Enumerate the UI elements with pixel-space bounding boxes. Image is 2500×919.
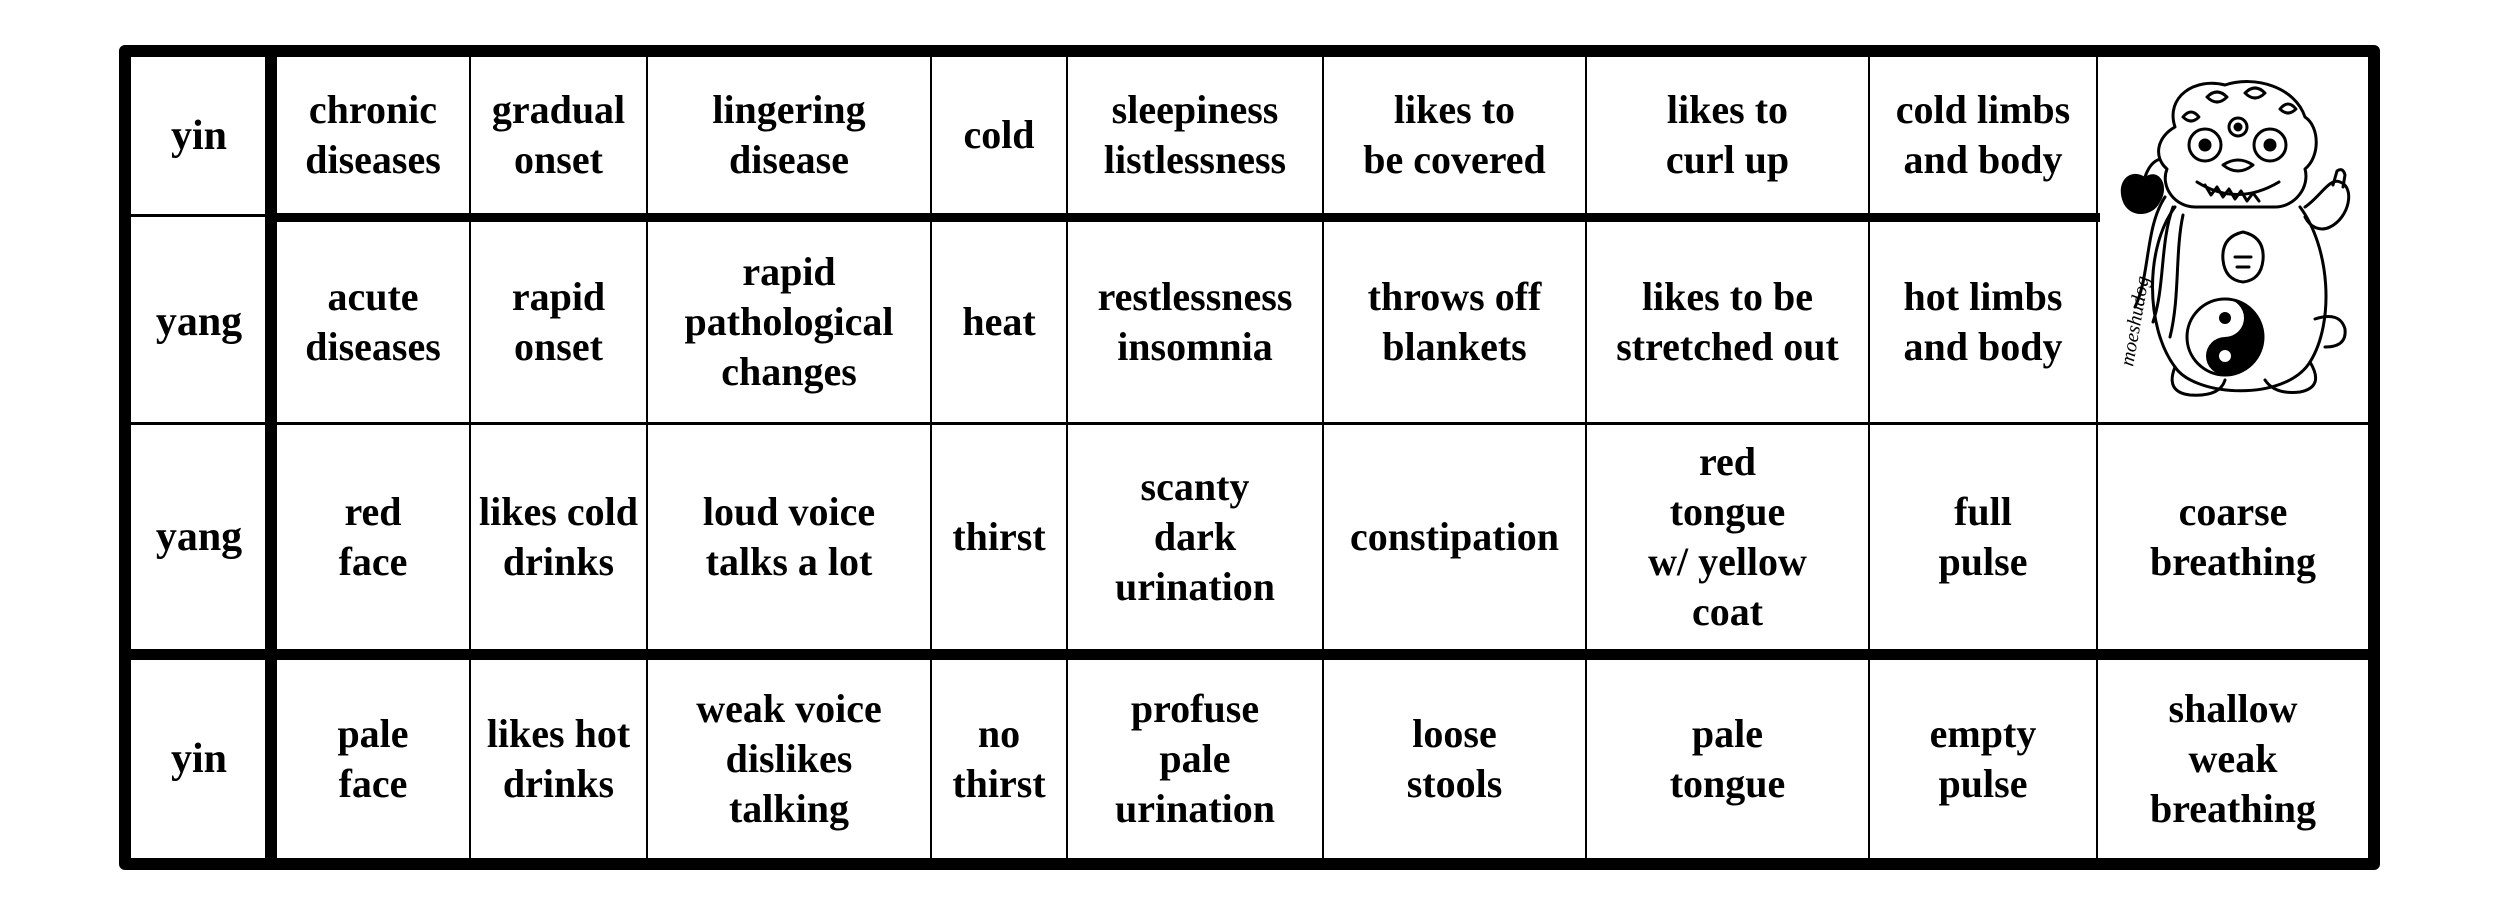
row-label-4: yin [170,736,228,782]
cell-r4-c5: profuse pale urination [1114,686,1276,831]
cell-r4-c9: shallow weak breathing [2150,686,2316,831]
col-divider-6 [1585,57,1587,858]
cell-r1-c6: likes to be covered [1363,87,1546,182]
cell-r3-c4: thirst [952,514,1046,559]
row-label-1: yin [170,112,228,159]
cell-r2-c7: likes to be stretched out [1616,274,1839,369]
cell-r2-c4: heat [962,299,1036,344]
cell-r1-c7: likes to curl up [1665,87,1790,182]
cell-r1-c4: cold [963,112,1035,157]
cell-r3-c1: red face [338,489,408,584]
col-divider-7 [1868,57,1870,858]
col-divider-4 [1066,57,1068,858]
cell-r4-c8: empty pulse [1929,711,2037,806]
cell-r3-c6: constipation [1350,514,1559,559]
cell-r3-c8: full pulse [1938,489,2028,584]
col-divider-3 [930,57,932,858]
cell-r4-c1: pale face [337,711,409,806]
row-label-3: yang [155,514,243,560]
cell-r1-c8: cold limbs and body [1895,87,2071,182]
cell-r3-c9: coarse breathing [2150,489,2316,584]
col-divider-1 [469,57,471,858]
cell-r3-c2: likes cold drinks [479,489,638,584]
row-divider-thin-2 [131,422,2368,425]
cell-r1-c5: sleepiness listlessness [1103,87,1287,182]
cell-r4-c2: likes hot drinks [486,711,631,806]
col-divider-5 [1322,57,1324,858]
row-divider-thick-3 [131,649,2368,660]
cell-r4-c4: no thirst [952,711,1046,806]
cell-r1-c1: chronic diseases [305,87,441,182]
label-column-divider [265,57,277,858]
cell-r3-c5: scanty dark urination [1114,464,1276,609]
cell-r2-c5: restlessness insomnia [1097,274,1293,369]
cell-r2-c2: rapid onset [511,274,606,369]
yin-yang-table [119,45,2380,870]
cell-r2-c1: acute diseases [305,274,441,369]
row-divider-thick-1 [270,213,2100,222]
row-label-2: yang [155,299,243,345]
cell-r1-c2: gradual onset [491,87,626,182]
cell-r2-c6: throws off blankets [1367,274,1542,369]
foo-dog-yin-yang-icon: moeshudog [2105,57,2369,423]
cell-r4-c3: weak voice dislikes talking [696,686,882,831]
cell-r2-c3: rapid pathological changes [684,249,894,394]
cell-r3-c3: loud voice talks a lot [702,489,876,584]
col-divider-8 [2096,57,2098,858]
cell-r1-c3: lingering disease [712,87,866,182]
cell-r4-c7: pale tongue [1669,711,1786,806]
cell-r2-c8: hot limbs and body [1903,274,2063,369]
cell-r3-c7: red tongue w/ yellow coat [1648,439,1807,634]
row-divider-short-1 [131,214,271,217]
col-divider-2 [646,57,648,858]
cell-r4-c6: loose stools [1406,711,1503,806]
mascot-signature: moeshudog [2116,274,2153,368]
